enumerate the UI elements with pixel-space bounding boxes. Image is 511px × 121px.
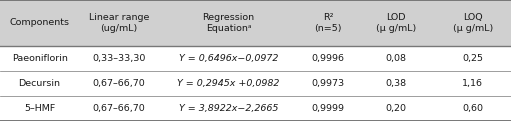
Text: Regression
Equationᵃ: Regression Equationᵃ xyxy=(202,13,255,33)
Text: Y = 3,8922x−2,2665: Y = 3,8922x−2,2665 xyxy=(179,104,278,113)
Text: 0,38: 0,38 xyxy=(385,79,407,88)
Text: R²
(n=5): R² (n=5) xyxy=(315,13,342,33)
Bar xyxy=(0,0,511,46)
Text: Paeoniflorin: Paeoniflorin xyxy=(12,54,67,63)
Text: 1,16: 1,16 xyxy=(462,79,483,88)
Text: Y = 0,6496x−0,0972: Y = 0,6496x−0,0972 xyxy=(179,54,278,63)
Text: 0,33–33,30: 0,33–33,30 xyxy=(92,54,146,63)
Text: 0,08: 0,08 xyxy=(385,54,407,63)
Text: Decursin: Decursin xyxy=(18,79,61,88)
Text: 0,25: 0,25 xyxy=(462,54,483,63)
Text: 0,20: 0,20 xyxy=(385,104,407,113)
Bar xyxy=(0,71,511,96)
Bar xyxy=(0,96,511,121)
Text: Linear range
(ug/mL): Linear range (ug/mL) xyxy=(88,13,149,33)
Text: LOQ
(μ g/mL): LOQ (μ g/mL) xyxy=(453,13,493,33)
Text: 0,9996: 0,9996 xyxy=(312,54,345,63)
Text: LOD
(μ g/mL): LOD (μ g/mL) xyxy=(376,13,416,33)
Text: 0,9973: 0,9973 xyxy=(312,79,345,88)
Text: Components: Components xyxy=(10,19,69,27)
Text: Y = 0,2945x +0,0982: Y = 0,2945x +0,0982 xyxy=(177,79,280,88)
Text: 0,9999: 0,9999 xyxy=(312,104,345,113)
Text: 0,67–66,70: 0,67–66,70 xyxy=(92,79,145,88)
Text: 0,60: 0,60 xyxy=(462,104,483,113)
Text: 5–HMF: 5–HMF xyxy=(24,104,55,113)
Bar xyxy=(0,46,511,71)
Text: 0,67–66,70: 0,67–66,70 xyxy=(92,104,145,113)
